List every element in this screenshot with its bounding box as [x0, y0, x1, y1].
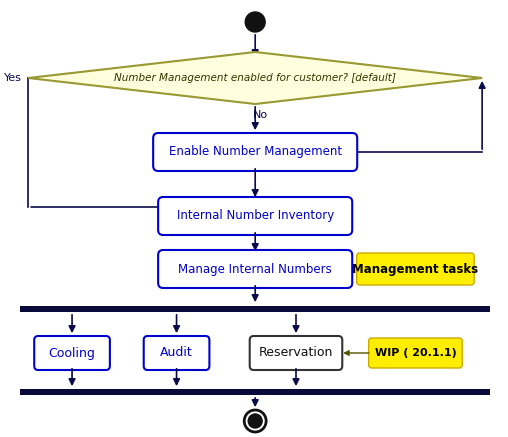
- Text: Management tasks: Management tasks: [353, 263, 479, 275]
- Bar: [20, 389, 490, 395]
- Text: Yes: Yes: [5, 73, 22, 83]
- FancyBboxPatch shape: [158, 250, 352, 288]
- Text: WIP ( 20.1.1): WIP ( 20.1.1): [374, 348, 456, 358]
- Text: Enable Number Management: Enable Number Management: [169, 146, 342, 159]
- Circle shape: [248, 414, 262, 428]
- Polygon shape: [28, 52, 482, 104]
- FancyBboxPatch shape: [250, 336, 342, 370]
- Text: Cooling: Cooling: [49, 347, 96, 360]
- Text: Internal Number Inventory: Internal Number Inventory: [177, 209, 334, 222]
- FancyBboxPatch shape: [158, 197, 352, 235]
- FancyBboxPatch shape: [357, 253, 474, 285]
- Text: Number Management enabled for customer? [default]: Number Management enabled for customer? …: [114, 73, 396, 83]
- FancyBboxPatch shape: [34, 336, 110, 370]
- Bar: [20, 306, 490, 312]
- Text: Manage Internal Numbers: Manage Internal Numbers: [178, 263, 332, 275]
- Circle shape: [245, 12, 265, 32]
- Text: Reservation: Reservation: [259, 347, 333, 360]
- Circle shape: [244, 410, 266, 432]
- FancyBboxPatch shape: [153, 133, 357, 171]
- Text: No: No: [252, 110, 268, 120]
- FancyBboxPatch shape: [144, 336, 209, 370]
- Text: Audit: Audit: [160, 347, 193, 360]
- FancyBboxPatch shape: [369, 338, 462, 368]
